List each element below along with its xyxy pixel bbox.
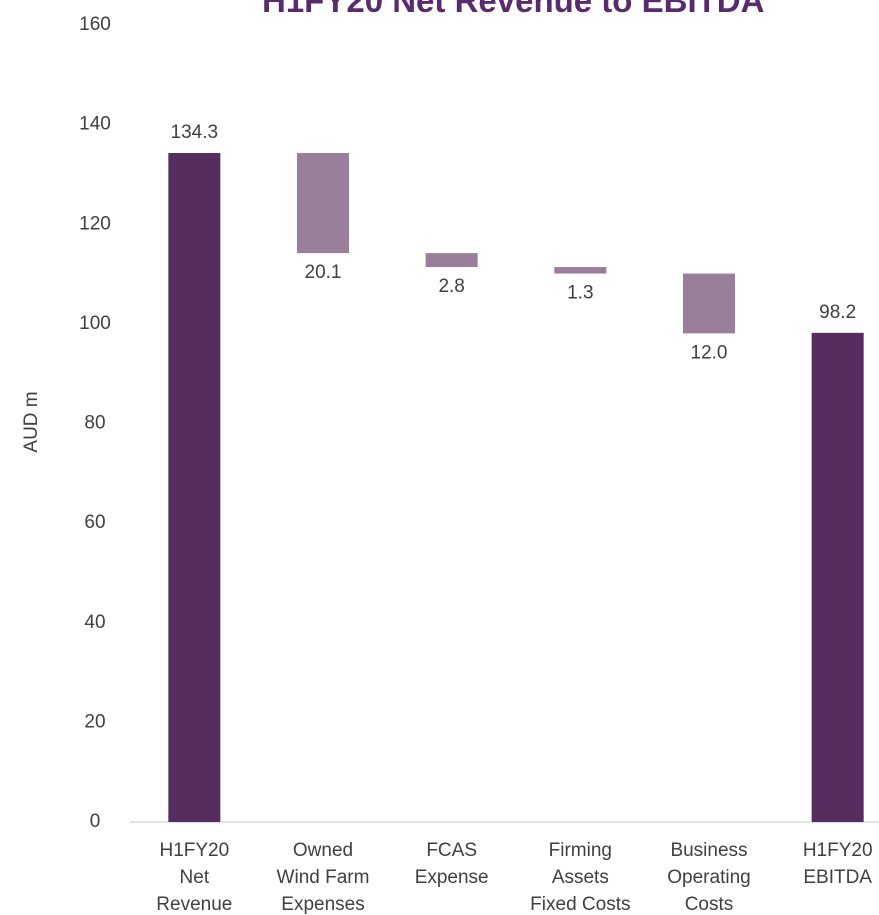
- y-tick-label: 0: [90, 811, 101, 832]
- x-tick-label: Net: [180, 867, 210, 888]
- x-tick-label: Assets: [552, 867, 609, 888]
- y-tick-label: 100: [79, 313, 111, 334]
- x-tick-label: H1FY20: [159, 840, 229, 861]
- x-tick-label: Fixed Costs: [530, 894, 630, 915]
- x-tick-label: Revenue: [156, 894, 232, 915]
- x-tick-label: EBITDA: [803, 867, 872, 888]
- y-tick-label: 140: [79, 114, 111, 135]
- y-tick-label: 120: [79, 213, 111, 234]
- x-tick-label: Owned: [293, 840, 353, 861]
- y-axis-title: AUD m: [21, 391, 42, 452]
- x-tick-label: Expense: [415, 867, 489, 888]
- y-tick-label: 160: [79, 14, 111, 35]
- data-label: 20.1: [305, 262, 342, 283]
- y-tick-label: 20: [84, 711, 105, 732]
- bar: [554, 267, 607, 274]
- bar: [811, 332, 864, 822]
- bar: [168, 153, 221, 822]
- x-tick-label: Costs: [685, 894, 734, 915]
- data-label: 2.8: [438, 276, 464, 297]
- data-label: 12.0: [691, 342, 728, 363]
- x-tick-label: Operating: [667, 867, 750, 888]
- x-tick-label: Expenses: [281, 894, 364, 915]
- bar: [297, 153, 349, 254]
- chart-title: H1FY20 Net Revenue to EBITDA: [262, 0, 764, 19]
- data-label: 1.3: [567, 283, 593, 304]
- x-tick-label: Business: [670, 840, 747, 861]
- x-tick-label: Firming: [549, 840, 612, 861]
- x-tick-label: Wind Farm: [277, 867, 370, 888]
- bar: [683, 273, 735, 334]
- data-label: 134.3: [171, 122, 219, 143]
- y-tick-label: 60: [84, 512, 105, 533]
- bar: [425, 253, 478, 268]
- y-tick-label: 80: [84, 413, 105, 434]
- data-label: 98.2: [819, 302, 856, 323]
- x-tick-label: FCAS: [426, 840, 477, 861]
- y-tick-label: 40: [84, 612, 105, 633]
- x-tick-label: H1FY20: [803, 840, 873, 861]
